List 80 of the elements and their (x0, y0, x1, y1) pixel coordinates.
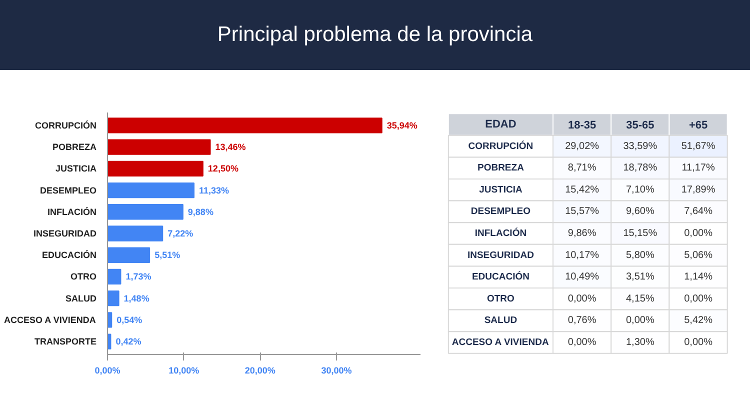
data-label: 1,73% (126, 272, 152, 282)
data-label: 11,17% (682, 162, 715, 174)
data-label: 5,42% (684, 315, 713, 326)
y-tick-label: TRANSPORTE (34, 336, 97, 347)
data-label: 51,67% (681, 140, 716, 152)
bar (108, 118, 382, 134)
data-label: 35,94% (386, 120, 418, 130)
data-label: 5,06% (684, 250, 713, 261)
bar (108, 204, 184, 220)
x-tick-label: 18-35 (568, 119, 596, 132)
y-tick-label: OTRO (486, 293, 514, 304)
data-label: 7,22% (168, 228, 194, 238)
data-label: 4,15% (626, 293, 654, 304)
data-label: 13,46% (215, 142, 246, 152)
y-tick-label: INFLACIÓN (474, 227, 527, 239)
data-label: 0,00% (568, 337, 596, 348)
x-tick-label: 30,00% (321, 366, 352, 376)
x-tick-label: 10,00% (168, 366, 200, 376)
y-tick-label: INFLACIÓN (48, 206, 97, 217)
y-tick-label: POBREZA (477, 162, 524, 174)
data-label: 0,00% (684, 293, 713, 304)
data-label: 7,10% (626, 184, 654, 196)
x-tick-label: 20,00% (244, 366, 276, 376)
bar (108, 247, 150, 263)
y-tick-label: JUSTICIA (479, 184, 522, 196)
data-label: 10,17% (565, 250, 600, 261)
y-tick-label: EDUCACIÓN (472, 270, 530, 283)
data-label: 0,00% (626, 315, 654, 326)
data-label: 5,51% (154, 250, 180, 260)
data-label: 1,30% (626, 337, 654, 348)
data-label: 3,51% (626, 272, 654, 283)
data-label: 9,88% (188, 206, 214, 217)
x-axis-title: EDAD (485, 118, 516, 130)
data-label: 1,48% (124, 293, 150, 304)
data-label: 10,49% (565, 272, 600, 283)
data-label: 17,89% (681, 184, 716, 196)
data-label: 12,50% (208, 164, 238, 174)
data-label: 0,76% (568, 315, 596, 326)
data-label: 18,78% (623, 162, 658, 174)
y-tick-label: POBREZA (52, 142, 97, 152)
bar (108, 268, 122, 285)
data-label: 15,42% (565, 184, 600, 196)
data-label: 9,86% (568, 228, 596, 239)
data-label: 33,59% (623, 140, 658, 152)
y-tick-label: DESEMPLEO (40, 185, 97, 196)
chart-title: Principal problema de la provincia (217, 22, 533, 48)
y-tick-label: ACCESO A VIVIENDA (452, 337, 549, 348)
data-label: 8,71% (568, 162, 596, 174)
bar (108, 182, 194, 198)
y-tick-label: INSEGURIDAD (467, 250, 534, 261)
bar (108, 290, 120, 306)
data-label: 0,00% (568, 293, 596, 304)
y-tick-label: CORRUPCIÓN (35, 120, 97, 130)
y-tick-label: ACCESO A VIVIENDA (4, 314, 96, 325)
data-label: 0,42% (116, 336, 142, 347)
data-label: 15,57% (565, 206, 600, 218)
y-tick-label: EDUCACIÓN (42, 250, 97, 260)
x-tick-label: +65 (688, 119, 708, 132)
data-label: 11,33% (198, 185, 230, 196)
bar (108, 139, 211, 155)
y-tick-label: CORRUPCIÓN (468, 140, 534, 152)
y-tick-label: INSEGURIDAD (33, 228, 97, 238)
data-label: 29,02% (565, 140, 600, 152)
y-tick-label: SALUD (66, 293, 97, 304)
data-label: 0,54% (116, 314, 142, 325)
data-label: 7,64% (684, 206, 713, 218)
y-tick-label: JUSTICIA (55, 164, 97, 174)
bar (108, 226, 164, 242)
y-tick-label: DESEMPLEO (470, 206, 531, 218)
data-label: 0,00% (684, 337, 713, 348)
x-tick-label: 35-65 (626, 119, 654, 132)
data-label: 15,15% (623, 228, 658, 239)
bar (108, 160, 204, 177)
data-label: 0,00% (684, 228, 713, 239)
data-label: 9,60% (626, 206, 654, 218)
y-tick-label: SALUD (484, 315, 518, 326)
data-label: 1,14% (684, 272, 713, 283)
x-tick-label: 0,00% (94, 366, 120, 376)
data-label: 5,80% (626, 250, 654, 261)
y-tick-label: OTRO (70, 272, 96, 282)
